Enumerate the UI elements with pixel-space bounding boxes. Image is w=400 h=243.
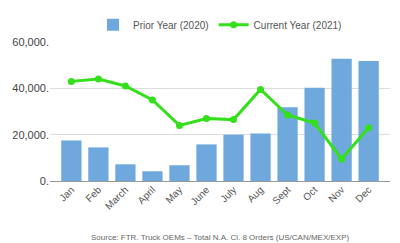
svg-text:Sept: Sept	[270, 184, 292, 206]
svg-text:Dec: Dec	[353, 184, 373, 204]
svg-text:July: July	[218, 184, 238, 204]
svg-text:Source: FTR. Truck OEMs – Tota: Source: FTR. Truck OEMs – Total N.A. Cl.…	[91, 233, 349, 242]
svg-text:Aug: Aug	[245, 184, 265, 204]
svg-text:May: May	[163, 184, 184, 205]
svg-text:40,000.: 40,000.	[12, 82, 49, 94]
svg-text:60,000.: 60,000.	[12, 36, 49, 48]
svg-text:0.: 0.	[40, 175, 49, 187]
svg-text:Current Year (2021): Current Year (2021)	[254, 20, 342, 31]
svg-text:Nov: Nov	[326, 184, 346, 204]
svg-text:June: June	[188, 184, 211, 207]
svg-text:March: March	[103, 184, 130, 211]
svg-text:April: April	[135, 184, 157, 206]
svg-text:20,000.: 20,000.	[12, 129, 49, 141]
svg-text:Jan: Jan	[57, 184, 76, 203]
svg-text:Oct: Oct	[301, 184, 320, 203]
svg-text:Prior Year (2020): Prior Year (2020)	[133, 20, 209, 31]
svg-text:Feb: Feb	[83, 184, 103, 204]
